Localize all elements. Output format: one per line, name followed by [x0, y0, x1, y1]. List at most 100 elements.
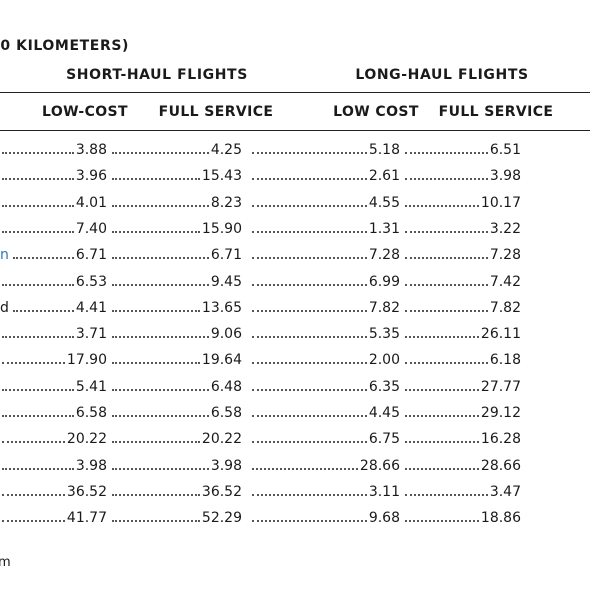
table-cell: 1.31 — [250, 217, 400, 237]
dot-leader — [405, 467, 479, 470]
group-header: SHORT-HAUL FLIGHTS — [66, 67, 248, 83]
cell-value: 17.90 — [66, 352, 107, 369]
dot-leader — [112, 520, 200, 523]
table-cell: 41.77 — [0, 506, 107, 526]
dot-leader — [112, 362, 200, 365]
dot-leader — [2, 178, 74, 181]
column-header: LOW COST — [333, 104, 419, 120]
dot-leader — [112, 204, 209, 207]
table-row: 3.98 3.98 28.66 28.66 — [0, 454, 600, 474]
dot-leader — [112, 257, 209, 260]
cell-value: 5.35 — [368, 326, 400, 343]
dot-leader — [112, 467, 209, 470]
cell-value: 4.01 — [75, 194, 107, 211]
column-header: FULL SERVICE — [158, 104, 274, 120]
dot-leader — [112, 441, 200, 444]
cell-value: 7.82 — [489, 299, 521, 316]
table-cell: 3.71 — [0, 322, 107, 342]
cell-value: 2.00 — [368, 352, 400, 369]
dot-leader — [112, 283, 209, 286]
table-cell: 2.00 — [250, 348, 400, 368]
cell-value: 4.45 — [368, 405, 400, 421]
dot-leader — [252, 336, 367, 339]
cell-value: 19.64 — [201, 352, 242, 369]
dot-leader — [252, 520, 367, 523]
table-cell: 6.51 — [403, 138, 521, 158]
table-cell: 3.96 — [0, 164, 107, 184]
row-label: n — [0, 247, 9, 264]
dot-leader — [405, 257, 488, 260]
rule — [0, 130, 590, 131]
table-cell: 19.64 — [110, 348, 242, 368]
table-cell: 7.42 — [403, 270, 521, 290]
dot-leader — [112, 415, 209, 417]
dot-leader — [252, 493, 367, 496]
cell-value: 1.31 — [368, 220, 400, 237]
cell-value: 2.61 — [368, 168, 400, 185]
cell-value: 6.71 — [210, 247, 242, 264]
table-cell: 15.43 — [110, 164, 242, 184]
table-cell: 6.53 — [0, 270, 107, 290]
table-cell: 3.11 — [250, 480, 400, 500]
dot-leader — [112, 336, 209, 339]
dot-leader — [2, 467, 74, 470]
table-cell: 7.82 — [403, 296, 521, 316]
dot-leader — [252, 283, 367, 286]
cell-value: 18.86 — [480, 510, 521, 527]
cell-value: 3.96 — [75, 168, 107, 185]
table-cell: 28.66 — [250, 454, 400, 474]
cell-value: 9.06 — [210, 326, 242, 343]
cell-value: 36.52 — [66, 483, 107, 500]
dot-leader — [405, 362, 488, 365]
dot-leader — [405, 309, 488, 312]
cell-value: 29.12 — [480, 405, 521, 421]
table-cell: 52.29 — [110, 506, 242, 526]
table-cell: 17.90 — [0, 348, 107, 368]
table-row: 6.53 9.45 6.99 7.42 — [0, 270, 600, 290]
table-cell: 4.25 — [110, 138, 242, 158]
dot-leader — [112, 152, 209, 154]
table-cell: 7.28 — [403, 243, 521, 263]
footer-note: m — [0, 555, 11, 570]
column-header: FULL SERVICE — [438, 104, 554, 120]
cell-value: 6.71 — [75, 247, 107, 264]
table-cell: d 4.41 — [0, 296, 107, 316]
table-cell: 9.45 — [110, 270, 242, 290]
table-cell: 3.98 — [0, 454, 107, 474]
table-cell: 20.22 — [0, 427, 107, 447]
table-row: 17.90 19.64 2.00 6.18 — [0, 348, 600, 368]
cell-value: 6.58 — [75, 405, 107, 421]
cell-value: 20.22 — [201, 431, 242, 448]
cell-value: 6.35 — [368, 378, 400, 395]
table-cell: 9.06 — [110, 322, 242, 342]
cell-value: 7.28 — [489, 247, 521, 264]
table-cell: 6.75 — [250, 427, 400, 447]
dot-leader — [12, 257, 74, 260]
table-row: 5.41 6.48 6.35 27.77 — [0, 375, 600, 395]
dot-leader — [2, 230, 74, 233]
dot-leader — [405, 388, 479, 391]
dot-leader — [252, 152, 367, 154]
cell-value: 3.88 — [75, 142, 107, 158]
cell-value: 13.65 — [201, 299, 242, 316]
table-cell: 15.90 — [110, 217, 242, 237]
cell-value: 26.11 — [480, 326, 521, 343]
table-cell: 6.71 — [110, 243, 242, 263]
cell-value: 3.98 — [210, 457, 242, 474]
table-cell: 27.77 — [403, 375, 521, 395]
table-row: 4.01 8.23 4.55 10.17 — [0, 191, 600, 211]
dot-leader — [405, 230, 488, 233]
dot-leader — [112, 309, 200, 312]
dot-leader — [405, 204, 479, 207]
dot-leader — [405, 493, 488, 496]
cell-value: 15.43 — [201, 168, 242, 185]
table-cell: 3.98 — [403, 164, 521, 184]
cell-value: 3.98 — [75, 457, 107, 474]
table-cell: 3.98 — [110, 454, 242, 474]
dot-leader — [112, 178, 200, 181]
dot-leader — [405, 178, 488, 181]
table-row: d 4.41 13.65 7.82 7.82 — [0, 296, 600, 316]
table-cell: 28.66 — [403, 454, 521, 474]
dot-leader — [405, 152, 488, 154]
